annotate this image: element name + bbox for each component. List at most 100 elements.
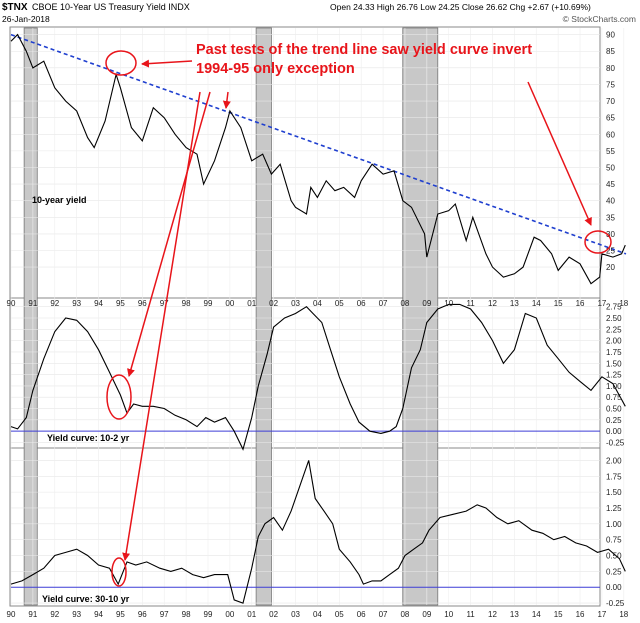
x-tick-label: 13 — [510, 299, 519, 308]
x-tick-label: 99 — [204, 610, 213, 619]
x-tick-label: 06 — [357, 299, 366, 308]
x-tick-label: 14 — [532, 299, 541, 308]
y-tick-label: 45 — [606, 180, 615, 189]
x-tick-label: 11 — [466, 299, 475, 308]
x-tick-label: 90 — [7, 299, 16, 308]
recession-band-1 — [255, 27, 272, 606]
x-tick-label: 97 — [160, 299, 169, 308]
y-tick-label: 60 — [606, 130, 615, 139]
y-tick-label: 0.50 — [606, 405, 622, 414]
x-tick-label: 12 — [488, 610, 497, 619]
instrument-name: CBOE 10-Year US Treasury Yield INDX — [32, 2, 190, 12]
y-tick-labels: 20 25 30 35 40 45 50 55 60 65 70 75 80 85 90 -0.25 0.00 0… — [606, 31, 625, 608]
y-tick-label: 55 — [606, 147, 615, 156]
x-tick-label: 18 — [619, 299, 628, 308]
y-tick-label: 70 — [606, 97, 615, 106]
y-tick-label: 1.50 — [606, 488, 622, 497]
y-tick-label: 75 — [606, 80, 615, 89]
panel-30-10-frame — [9, 447, 601, 607]
x-tick-labels: 90 90 91 91 92 92 93 93 94 94 95 95 96 96 97 97 98 98 99 99… — [7, 299, 629, 619]
y-tick-label: 85 — [606, 47, 615, 56]
x-tick-label: 07 — [379, 610, 388, 619]
arrow-to-2018-test — [527, 81, 592, 226]
x-tick-label: 09 — [422, 299, 431, 308]
y-tick-label: 2.50 — [606, 314, 622, 323]
x-tick-label: 02 — [269, 610, 278, 619]
x-tick-label: 94 — [94, 299, 103, 308]
y-tick-label: 1.50 — [606, 359, 622, 368]
y-tick-label: -0.25 — [606, 438, 625, 447]
x-tick-label: 92 — [50, 299, 59, 308]
y-tick-label: 1.25 — [606, 371, 622, 380]
y-tick-label: 0.75 — [606, 393, 622, 402]
y-tick-label: 20 — [606, 263, 615, 272]
annotation-marks — [105, 50, 612, 587]
panel-label-10-2-yr: Yield curve: 10-2 yr — [47, 433, 130, 443]
x-tick-label: 05 — [335, 610, 344, 619]
trend-line — [10, 33, 627, 255]
x-tick-label: 93 — [72, 610, 81, 619]
circle-1995-30-10-curve — [111, 557, 127, 587]
recession-band-0 — [23, 27, 38, 606]
x-tick-label: 98 — [182, 299, 191, 308]
x-tick-label: 90 — [7, 610, 16, 619]
x-tick-label: 05 — [335, 299, 344, 308]
x-tick-label: 00 — [225, 299, 234, 308]
y-tick-label: 50 — [606, 163, 615, 172]
x-tick-label: 12 — [488, 299, 497, 308]
x-tick-label: 02 — [269, 299, 278, 308]
x-tick-label: 98 — [182, 610, 191, 619]
x-tick-label: 01 — [247, 299, 256, 308]
y-tick-label: 80 — [606, 64, 615, 73]
y-tick-label: 40 — [606, 197, 615, 206]
series-line-30-10-yr — [10, 460, 626, 604]
y-tick-label: 0.75 — [606, 536, 622, 545]
y-tick-label: 35 — [606, 213, 615, 222]
x-tick-label: 91 — [28, 299, 37, 308]
x-tick-label: 09 — [422, 610, 431, 619]
x-tick-label: 95 — [116, 610, 125, 619]
y-tick-label: 0.50 — [606, 552, 622, 561]
y-tick-label: 0.25 — [606, 416, 622, 425]
y-tick-label: 1.00 — [606, 382, 622, 391]
x-tick-label: 17 — [597, 610, 606, 619]
gridlines — [10, 28, 625, 605]
quote-readout: Open 24.33 High 26.76 Low 24.25 Close 26… — [330, 2, 591, 12]
x-tick-label: 03 — [291, 610, 300, 619]
x-tick-label: 14 — [532, 610, 541, 619]
y-tick-label: 0.00 — [606, 427, 622, 436]
annotation-line-1: Past tests of the trend line saw yield c… — [196, 42, 532, 58]
panel-label-10-year-yield: 10-year yield — [32, 195, 87, 205]
y-tick-label: 30 — [606, 230, 615, 239]
x-tick-label: 93 — [72, 299, 81, 308]
x-tick-label: 00 — [225, 610, 234, 619]
y-tick-label: 2.00 — [606, 456, 622, 465]
arrow-to-1995-test — [141, 59, 193, 68]
y-tick-label: 2.25 — [606, 325, 622, 334]
x-tick-label: 92 — [50, 610, 59, 619]
x-tick-label: 17 — [597, 299, 606, 308]
circle-2018-trendline-test — [584, 230, 612, 254]
x-tick-label: 03 — [291, 299, 300, 308]
chart-date: 26-Jan-2018 — [2, 14, 50, 24]
y-tick-label: 1.75 — [606, 348, 622, 357]
watermark: © StockCharts.com — [563, 14, 636, 24]
x-tick-label: 04 — [313, 299, 322, 308]
y-tick-label: 1.25 — [606, 504, 622, 513]
series-line-10-year-yield — [10, 33, 626, 285]
circle-1995-trendline-test — [105, 50, 137, 76]
y-tick-label: -0.25 — [606, 599, 625, 608]
series-line-10-2-yr — [10, 303, 626, 451]
arrow-to-2000-test — [222, 91, 231, 109]
x-tick-label: 11 — [466, 610, 475, 619]
x-tick-label: 08 — [400, 610, 409, 619]
y-tick-label: 90 — [606, 31, 615, 40]
y-tick-label: 2.75 — [606, 303, 622, 312]
y-tick-label: 1.00 — [606, 520, 622, 529]
x-tick-label: 99 — [204, 299, 213, 308]
x-tick-label: 16 — [576, 610, 585, 619]
x-tick-label: 15 — [554, 299, 563, 308]
arrow-to-10-2-1995 — [127, 91, 211, 377]
x-tick-label: 06 — [357, 610, 366, 619]
